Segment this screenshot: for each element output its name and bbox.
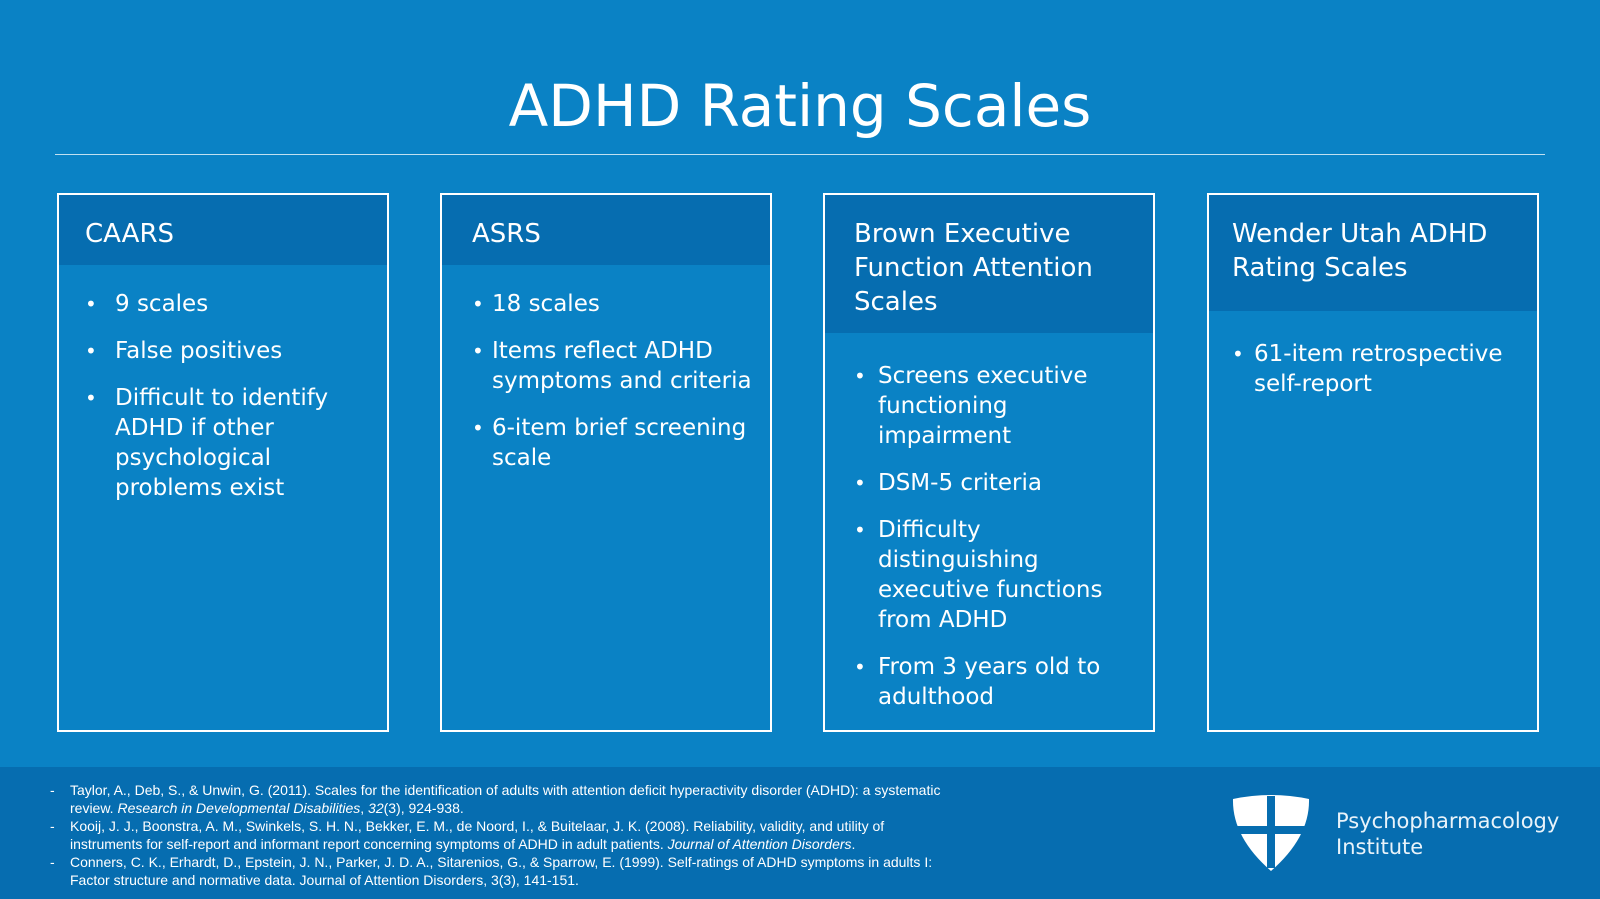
- reference-item: Conners, C. K., Erhardt, D., Epstein, J.…: [50, 853, 950, 889]
- card-heading: Wender Utah ADHD Rating Scales: [1209, 195, 1537, 311]
- reference-pages: (3), 924-938.: [383, 800, 464, 816]
- title-divider: [55, 154, 1545, 155]
- card-bullet-list: 61-item retrospective self-report: [1209, 311, 1537, 399]
- list-item: False positives: [85, 336, 369, 366]
- reference-text: Conners, C. K., Erhardt, D., Epstein, J.…: [70, 854, 933, 888]
- reference-end: .: [851, 836, 856, 852]
- brand-line-2: Institute: [1336, 835, 1424, 859]
- list-item: 18 scales: [472, 289, 752, 319]
- reference-journal: Journal of Attention Disorders: [667, 836, 852, 852]
- list-item: DSM-5 criteria: [854, 468, 1135, 498]
- shield-cross-icon: [1232, 795, 1310, 871]
- reference-item: Taylor, A., Deb, S., & Unwin, G. (2011).…: [50, 781, 950, 817]
- brand-line-1: Psychopharmacology: [1336, 809, 1560, 833]
- reference-journal: Research in Developmental Disabilities: [117, 800, 361, 816]
- card-caars: CAARS 9 scales False positives Difficult…: [57, 193, 389, 732]
- reference-separator: ,: [360, 800, 369, 816]
- list-item: 61-item retrospective self-report: [1232, 339, 1519, 399]
- card-bullet-list: 9 scales False positives Difficult to id…: [59, 265, 387, 503]
- slide-title: ADHD Rating Scales: [508, 72, 1092, 140]
- card-bullet-list: Screens executive functioning impairment…: [825, 333, 1153, 712]
- list-item: From 3 years old to adulthood: [854, 652, 1135, 712]
- list-item: 6-item brief screening scale: [472, 413, 752, 473]
- brand-name: Psychopharmacology Institute: [1336, 808, 1559, 860]
- reference-text: Kooij, J. J., Boonstra, A. M., Swinkels,…: [70, 818, 885, 852]
- references-list: Taylor, A., Deb, S., & Unwin, G. (2011).…: [50, 781, 950, 889]
- list-item: Screens executive functioning impairment: [854, 361, 1135, 451]
- reference-text: Taylor, A., Deb, S., & Unwin, G. (2011).…: [70, 782, 941, 816]
- card-heading: Brown Executive Function Attention Scale…: [825, 195, 1153, 333]
- card-asrs: ASRS 18 scales Items reflect ADHD sympto…: [440, 193, 772, 732]
- reference-item: Kooij, J. J., Boonstra, A. M., Swinkels,…: [50, 817, 950, 853]
- card-brown-efa: Brown Executive Function Attention Scale…: [823, 193, 1155, 732]
- card-bullet-list: 18 scales Items reflect ADHD symptoms an…: [442, 265, 770, 473]
- card-heading: ASRS: [442, 195, 770, 265]
- card-wender-utah: Wender Utah ADHD Rating Scales 61-item r…: [1207, 193, 1539, 732]
- list-item: Difficult to identify ADHD if other psyc…: [85, 383, 369, 503]
- reference-volume: 32: [368, 800, 384, 816]
- cards-row: CAARS 9 scales False positives Difficult…: [57, 193, 1547, 737]
- card-heading: CAARS: [59, 195, 387, 265]
- footer-bar: Taylor, A., Deb, S., & Unwin, G. (2011).…: [0, 767, 1600, 899]
- list-item: 9 scales: [85, 289, 369, 319]
- list-item: Difficulty distinguishing executive func…: [854, 515, 1135, 635]
- list-item: Items reflect ADHD symptoms and criteria: [472, 336, 752, 396]
